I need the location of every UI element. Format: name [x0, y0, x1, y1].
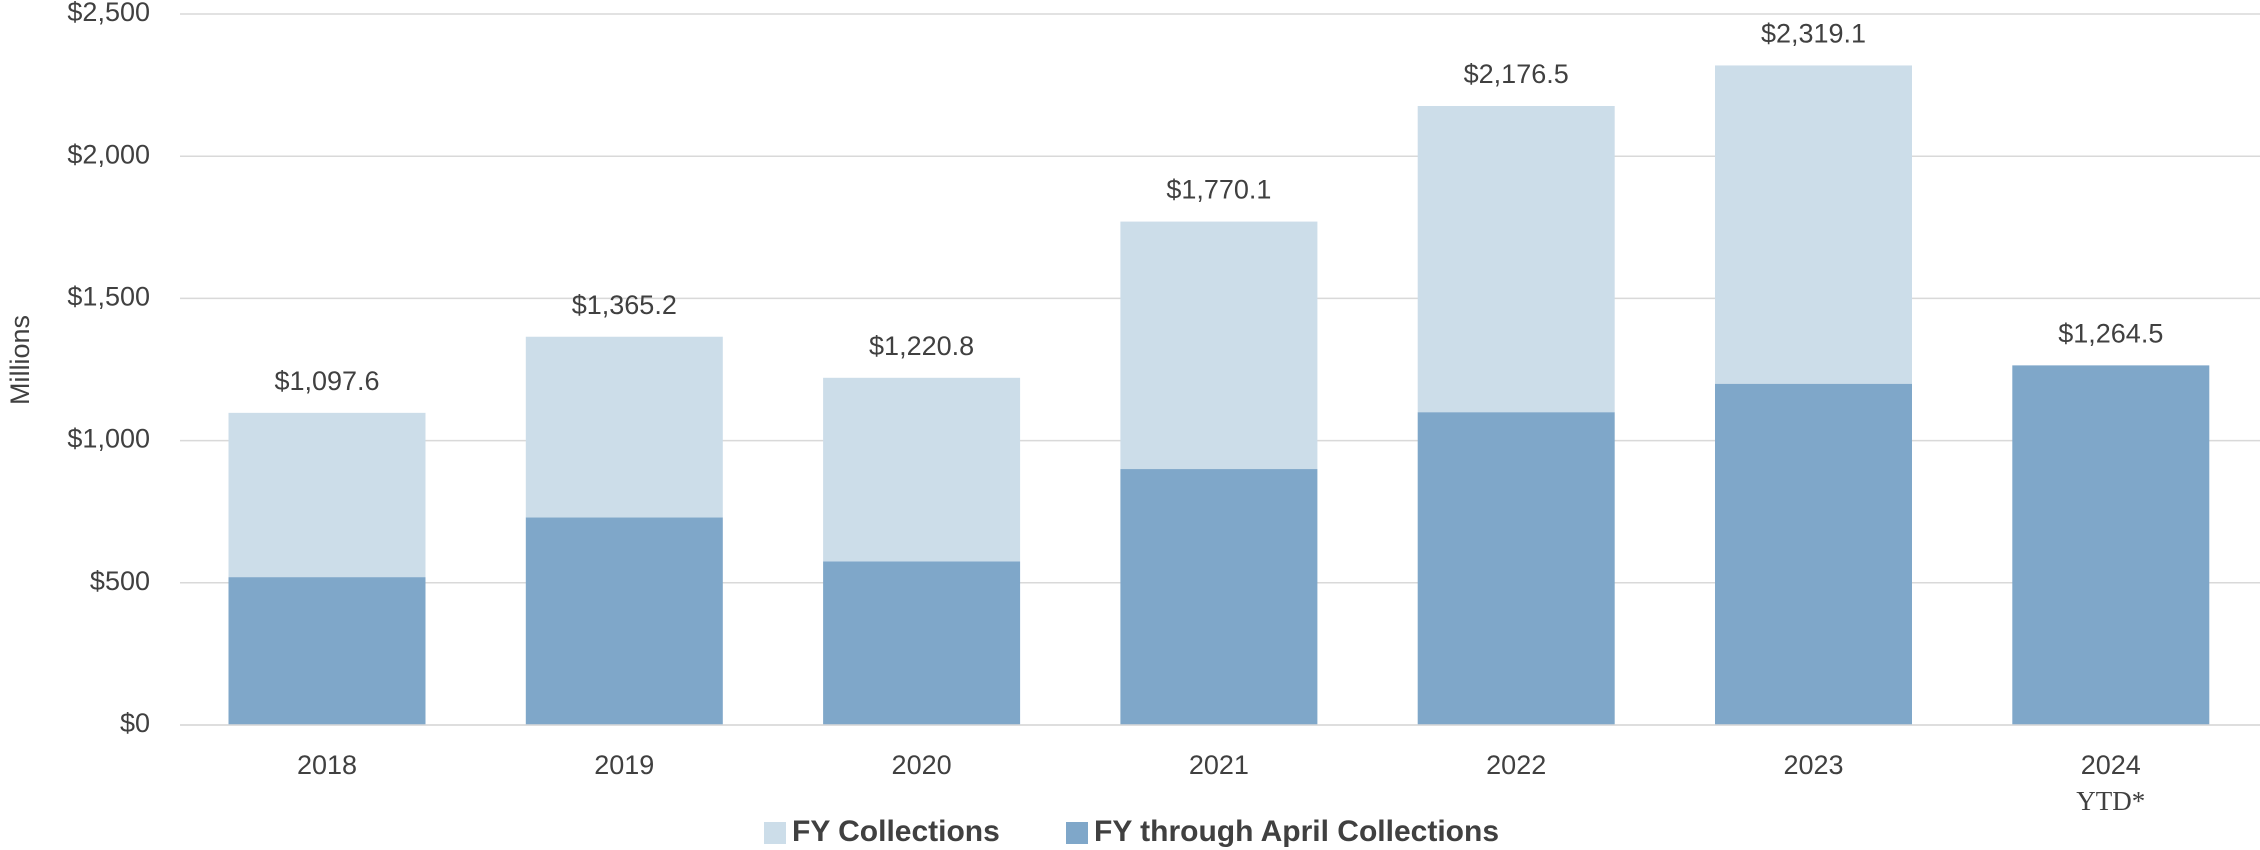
y-axis-label: Millions	[5, 315, 35, 405]
bar-segment	[228, 577, 426, 725]
bar-segment	[1715, 65, 1912, 384]
y-tick-label: $2,000	[67, 139, 150, 169]
bar-segment	[823, 377, 1021, 562]
total-label: $1,220.8	[869, 331, 974, 361]
bar-segment	[1120, 221, 1318, 470]
x-tick-label: 2023	[1783, 750, 1843, 780]
total-label: $2,319.1	[1761, 19, 1866, 49]
legend-swatch	[1066, 822, 1088, 844]
x-tick-label: 2020	[892, 750, 952, 780]
total-label: $1,365.2	[572, 290, 677, 320]
y-tick-label: $1,500	[67, 282, 150, 312]
y-tick-label: $500	[90, 566, 150, 596]
total-label: $2,176.5	[1464, 59, 1569, 89]
y-tick-label: $0	[120, 708, 150, 738]
bar-segment	[525, 517, 723, 725]
x-tick-label: 2019	[594, 750, 654, 780]
bar-segment	[525, 336, 723, 518]
x-tick-label: 2022	[1486, 750, 1546, 780]
bar-segment	[1417, 412, 1615, 725]
total-label: $1,097.6	[274, 366, 379, 396]
x-tick-label: 2018	[297, 750, 357, 780]
bar-segment	[823, 561, 1021, 725]
x-tick-label: 2024 YTD*	[2076, 750, 2145, 816]
x-tick-label-line: 2024	[2081, 750, 2141, 780]
bar-segment	[1120, 469, 1318, 725]
total-label: $1,770.1	[1166, 175, 1271, 205]
bar-segment	[228, 412, 426, 578]
legend-label: FY Collections	[792, 815, 1000, 848]
legend-swatch	[764, 822, 786, 844]
y-tick-label: $2,500	[67, 0, 150, 27]
legend-label: FY through April Collections	[1094, 815, 1499, 848]
y-tick-label: $1,000	[67, 424, 150, 454]
bar-segment	[2012, 365, 2210, 725]
x-tick-label-line: YTD*	[2076, 786, 2145, 816]
total-label: $1,264.5	[2058, 319, 2163, 349]
bar-segment	[1715, 383, 1912, 725]
x-tick-label: 2021	[1189, 750, 1249, 780]
bar-segment	[1417, 106, 1615, 413]
